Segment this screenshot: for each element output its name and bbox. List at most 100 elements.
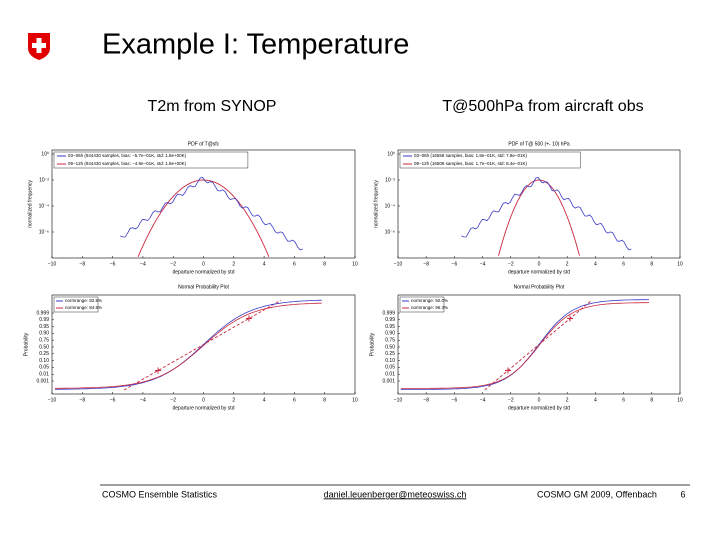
x-tick-label: −2 bbox=[508, 261, 514, 267]
x-tick-label: 10 bbox=[352, 261, 358, 267]
quartile-marker bbox=[567, 315, 574, 322]
panel-heading: T@500hPa from aircraft obs bbox=[442, 98, 643, 115]
x-axis-label: departure normalized by std bbox=[173, 405, 235, 411]
x-tick-label: −6 bbox=[452, 397, 458, 403]
x-tick-label: −10 bbox=[394, 397, 403, 403]
x-tick-label: 2 bbox=[232, 397, 235, 403]
y-tick-label: 10⁻⁶ bbox=[385, 229, 395, 235]
plot-title: Normal Probability Plot bbox=[178, 284, 229, 290]
y-axis-label: normalized frequency bbox=[27, 180, 33, 228]
legend-label: 09−12h (16508 samples, bias: 1.7e−01K, s… bbox=[414, 161, 527, 166]
page-number: 6 bbox=[680, 489, 685, 499]
y-tick-label: 10⁰ bbox=[387, 151, 395, 157]
legend-label: normrange: 96.3% bbox=[411, 305, 448, 310]
y-tick-label: 0.999 bbox=[382, 310, 395, 316]
x-tick-label: −6 bbox=[110, 261, 116, 267]
footer-link[interactable]: daniel.leuenberger@meteoswiss.ch bbox=[324, 489, 467, 499]
legend-box bbox=[53, 151, 249, 169]
quartile-marker bbox=[504, 367, 511, 374]
y-tick-label: 10⁻⁴ bbox=[39, 203, 49, 209]
y-tick-label: 0.50 bbox=[385, 344, 395, 350]
y-tick-label: 0.10 bbox=[39, 358, 49, 364]
y-tick-label: 0.75 bbox=[39, 338, 49, 344]
x-tick-label: −2 bbox=[170, 261, 176, 267]
x-tick-label: −4 bbox=[480, 261, 486, 267]
x-tick-label: 0 bbox=[202, 261, 205, 267]
x-tick-label: 4 bbox=[263, 397, 266, 403]
curve bbox=[461, 177, 632, 251]
legend-label: 09−12h (944430 samples, bias: −4.8e−01K,… bbox=[68, 161, 187, 166]
x-tick-label: −10 bbox=[48, 397, 57, 403]
x-tick-label: −8 bbox=[423, 397, 429, 403]
y-tick-label: 0.95 bbox=[385, 324, 395, 330]
legend-box bbox=[53, 296, 99, 313]
plot-title: PDF of T@ 500 (+- 10) hPa bbox=[508, 141, 569, 147]
y-tick-label: 0.90 bbox=[39, 331, 49, 337]
legend-box bbox=[399, 296, 445, 313]
footer-right: COSMO GM 2009, Offenbach bbox=[537, 489, 657, 499]
x-tick-label: −4 bbox=[480, 397, 486, 403]
y-axis-label: Probability bbox=[23, 332, 29, 356]
y-tick-label: 0.99 bbox=[39, 317, 49, 323]
y-tick-label: 0.01 bbox=[385, 372, 395, 378]
y-tick-label: 0.001 bbox=[382, 378, 395, 384]
x-tick-label: 6 bbox=[622, 397, 625, 403]
y-tick-label: 10⁻² bbox=[385, 177, 395, 183]
x-tick-label: −4 bbox=[140, 397, 146, 403]
x-tick-label: −10 bbox=[48, 261, 57, 267]
x-tick-label: 8 bbox=[323, 397, 326, 403]
y-tick-label: 0.001 bbox=[36, 378, 49, 384]
x-tick-label: −8 bbox=[79, 261, 85, 267]
x-tick-label: 10 bbox=[677, 261, 683, 267]
y-axis-label: normalized frequency bbox=[373, 180, 379, 228]
y-tick-label: 0.05 bbox=[385, 365, 395, 371]
plots: PDF of T@sfc departure normalized by std n… bbox=[23, 141, 683, 411]
x-tick-label: 10 bbox=[677, 397, 683, 403]
x-tick-label: 2 bbox=[566, 261, 569, 267]
x-axis-label: departure normalized by std bbox=[173, 269, 235, 275]
x-tick-label: 4 bbox=[263, 261, 266, 267]
legend-label: 03−06h (16558 samples, bias: 1.8e−01K, s… bbox=[414, 153, 527, 158]
y-tick-label: 0.25 bbox=[385, 351, 395, 357]
quartile-marker bbox=[155, 367, 162, 374]
x-tick-label: 8 bbox=[323, 261, 326, 267]
x-axis-label: departure normalized by std bbox=[508, 405, 570, 411]
logo bbox=[28, 33, 50, 60]
y-tick-label: 10⁻² bbox=[39, 177, 49, 183]
x-tick-label: 6 bbox=[622, 261, 625, 267]
x-tick-label: 0 bbox=[202, 397, 205, 403]
panel-heading: T2m from SYNOP bbox=[148, 98, 277, 115]
x-tick-label: −8 bbox=[423, 261, 429, 267]
x-tick-label: 2 bbox=[232, 261, 235, 267]
x-tick-label: 4 bbox=[594, 397, 597, 403]
legend-box bbox=[399, 151, 581, 169]
x-tick-label: −2 bbox=[508, 397, 514, 403]
y-tick-label: 0.75 bbox=[385, 338, 395, 344]
slide-title: Example I: Temperature bbox=[102, 29, 409, 61]
curve bbox=[120, 177, 303, 251]
y-tick-label: 10⁰ bbox=[41, 151, 49, 157]
plot-title: Normal Probability Plot bbox=[514, 284, 565, 290]
legend-label: 03−06h (944430 samples, bias: −5.7e−01K,… bbox=[68, 153, 187, 158]
x-tick-label: −6 bbox=[110, 397, 116, 403]
y-tick-label: 0.99 bbox=[385, 317, 395, 323]
y-tick-label: 10⁻⁴ bbox=[385, 203, 395, 209]
x-tick-label: 8 bbox=[650, 261, 653, 267]
x-tick-label: 0 bbox=[538, 261, 541, 267]
y-tick-label: 0.05 bbox=[39, 365, 49, 371]
y-tick-label: 0.25 bbox=[39, 351, 49, 357]
curve bbox=[400, 302, 650, 389]
legend-label: normrange: 84.5% bbox=[65, 305, 102, 310]
plot-title: PDF of T@sfc bbox=[188, 141, 220, 147]
y-tick-label: 0.95 bbox=[39, 324, 49, 330]
footer-left: COSMO Ensemble Statistics bbox=[102, 489, 218, 499]
curve bbox=[55, 302, 322, 389]
x-tick-label: 6 bbox=[293, 397, 296, 403]
y-axis-label: Probability bbox=[369, 332, 375, 356]
x-axis-label: departure normalized by std bbox=[508, 269, 570, 275]
x-tick-label: 0 bbox=[538, 397, 541, 403]
y-tick-label: 0.50 bbox=[39, 344, 49, 350]
x-tick-label: −2 bbox=[170, 397, 176, 403]
